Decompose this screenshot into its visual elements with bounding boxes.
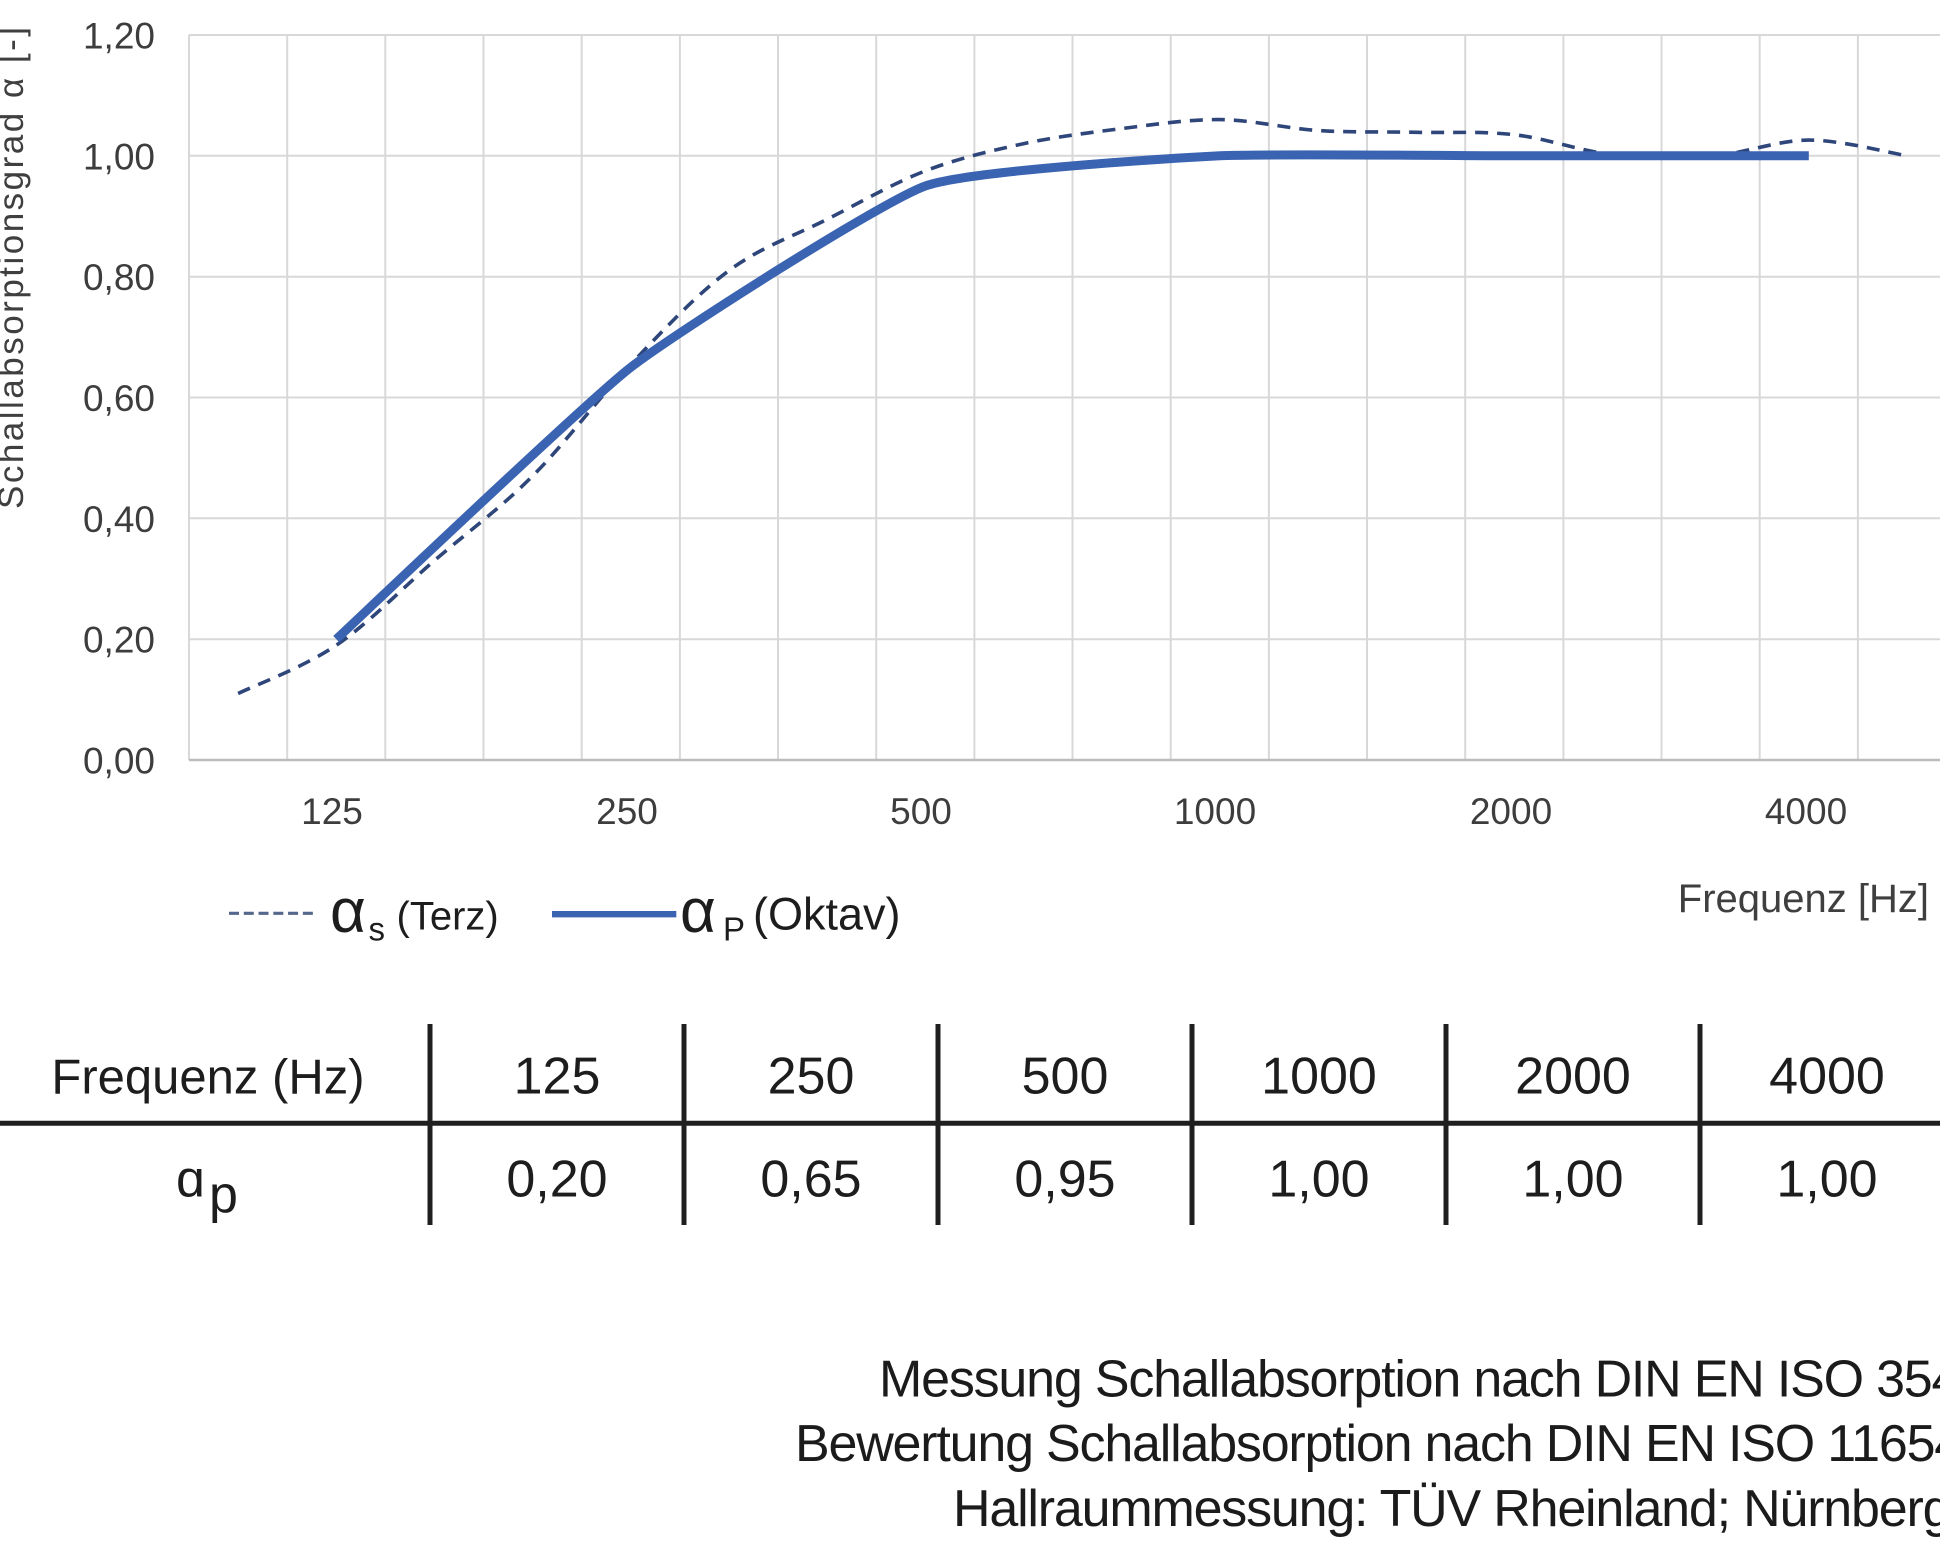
svg-text:0,60: 0,60 <box>83 378 155 419</box>
svg-text:1,00: 1,00 <box>1522 1151 1623 1209</box>
svg-text:Hallraummessung: TÜV Rheinland: Hallraummessung: TÜV Rheinland; Nürnberg <box>953 1480 1940 1538</box>
svg-text:1,20: 1,20 <box>83 16 155 57</box>
svg-text:0,65: 0,65 <box>760 1151 861 1209</box>
svg-text:4000: 4000 <box>1769 1048 1885 1106</box>
svg-text:1000: 1000 <box>1174 791 1256 832</box>
svg-text:1,00: 1,00 <box>83 136 155 177</box>
svg-text:(Oktav): (Oktav) <box>753 889 901 940</box>
svg-text:250: 250 <box>768 1048 855 1106</box>
svg-text:1000: 1000 <box>1261 1048 1377 1106</box>
svg-text:1,00: 1,00 <box>1776 1151 1877 1209</box>
svg-text:4000: 4000 <box>1765 791 1847 832</box>
svg-text:s: s <box>369 911 386 948</box>
svg-text:0,95: 0,95 <box>1014 1151 1115 1209</box>
svg-text:0,80: 0,80 <box>83 257 155 298</box>
svg-text:125: 125 <box>301 791 363 832</box>
svg-text:0,00: 0,00 <box>83 741 155 782</box>
svg-text:α: α <box>330 877 366 946</box>
svg-text:Frequenz (Hz): Frequenz (Hz) <box>51 1051 364 1105</box>
svg-text:0,20: 0,20 <box>506 1151 607 1209</box>
svg-text:Bewertung Schallabsorption nac: Bewertung Schallabsorption nach DIN EN I… <box>795 1415 1940 1473</box>
svg-text:0,20: 0,20 <box>83 620 155 661</box>
svg-text:500: 500 <box>890 791 952 832</box>
svg-text:Frequenz [Hz]: Frequenz [Hz] <box>1678 877 1929 921</box>
svg-text:1,00: 1,00 <box>1268 1151 1369 1209</box>
svg-text:Messung Schallabsorption nach: Messung Schallabsorption nach DIN EN ISO… <box>879 1351 1940 1409</box>
svg-text:250: 250 <box>596 791 658 832</box>
svg-text:2000: 2000 <box>1515 1048 1631 1106</box>
svg-text:2000: 2000 <box>1470 791 1552 832</box>
svg-text:(Terz): (Terz) <box>397 895 499 939</box>
svg-text:0,40: 0,40 <box>83 499 155 540</box>
svg-text:p: p <box>209 1166 238 1224</box>
svg-text:ɑ: ɑ <box>176 1151 205 1209</box>
svg-text:Schallabsorptionsgrad α [-]: Schallabsorptionsgrad α [-] <box>0 27 31 509</box>
svg-text:α: α <box>680 877 716 946</box>
svg-text:P: P <box>723 911 745 948</box>
svg-text:125: 125 <box>514 1048 601 1106</box>
svg-text:500: 500 <box>1022 1048 1109 1106</box>
